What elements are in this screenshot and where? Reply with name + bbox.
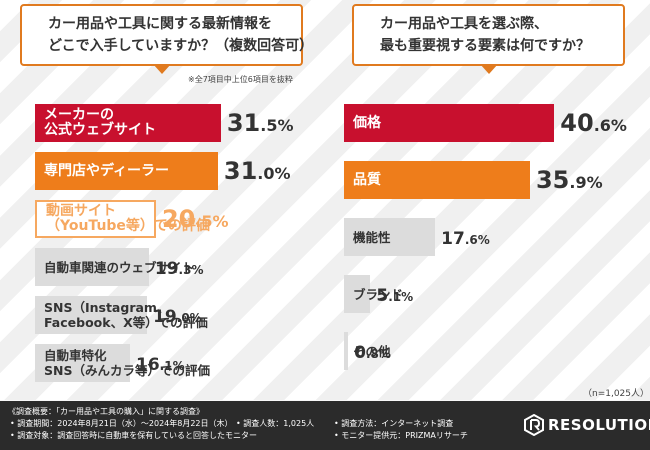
excerpt-note: ※全7項目中上位6項目を抜粋	[188, 75, 293, 84]
right-question-line-1: カー用品や工具を選ぶ際、	[380, 16, 548, 32]
value-decimal: .1%	[159, 359, 185, 373]
value-integer: 0	[354, 343, 366, 363]
left-question-line-1: カー用品や工具に関する最新情報を	[48, 16, 272, 32]
bar-label-line: 公式ウェブサイト	[44, 122, 156, 138]
bar-label-line: 動画サイト	[46, 203, 116, 219]
value-label: 19.0%	[153, 307, 202, 327]
bar-label-line: メーカーの	[44, 107, 114, 123]
brand-name: RESOLUTION	[548, 416, 650, 434]
value-integer: 16	[135, 355, 160, 375]
bar-label-line: 専門店やディーラー	[44, 162, 170, 179]
bar-label: 機能性	[353, 218, 391, 256]
value-label: 5.1%	[376, 286, 413, 306]
bar-label-line: その他	[353, 343, 391, 359]
value-label: 17.6%	[441, 229, 490, 249]
bar-1: 価格	[344, 104, 555, 142]
value-label: 31.0%	[224, 157, 291, 185]
bar-label-line: SNS（Instagram、	[44, 300, 170, 315]
survey-method: • 調査方法：インターネット調査	[334, 419, 454, 428]
bar-2: 専門店やディーラー	[35, 152, 218, 190]
bar-label-line: 自動車関連のウェブサイト	[44, 259, 195, 275]
value-label: 19.3%	[155, 259, 204, 279]
value-label: 20.5%	[162, 205, 229, 233]
value-label: 35.9%	[536, 166, 603, 194]
bar-label-line: （YouTube等）での評価	[46, 218, 210, 234]
bar-label: 動画サイト （YouTube等）での評価	[46, 202, 210, 236]
value-decimal: .3%	[178, 263, 204, 277]
bar-label-line: Facebook、X等）での評価	[44, 315, 208, 330]
value-decimal: .1%	[388, 290, 414, 304]
bar-4: ブランド	[344, 275, 403, 313]
survey-period: • 調査期間：2024年8月21日（水）～2024年8月22日（木）	[10, 419, 233, 428]
bar-2: 品質	[344, 161, 530, 199]
value-label: 31.5%	[227, 109, 294, 137]
left-question-line-2: どこで入手していますか？（複数回答可）	[48, 38, 314, 54]
value-decimal: .8%	[365, 347, 391, 361]
value-decimal: .6%	[464, 233, 490, 247]
value-integer: 17	[441, 229, 465, 249]
bar-label: 自動車関連のウェブサイト	[44, 248, 194, 286]
value-integer: 31	[226, 109, 261, 137]
value-decimal: .0%	[176, 311, 202, 325]
bar-5: その他	[344, 332, 391, 370]
bar-label-line: ブランド	[353, 286, 404, 302]
right-question-line-2: 最も重要視する要素は何ですか？	[380, 38, 590, 54]
bar-label-line: 機能性	[353, 229, 391, 245]
value-integer: 19	[154, 259, 179, 279]
bar-5: SNS（Instagram、 Facebook、X等）での評価	[35, 296, 208, 334]
bar-label-line: 価格	[353, 114, 381, 131]
bar-label-line: 自動車特化	[44, 348, 107, 363]
value-label: 40.6%	[560, 109, 627, 137]
bar-label: 品質	[353, 161, 381, 199]
bar-label-line: SNS（みんカラ等）での評価	[44, 363, 210, 378]
bar-3: 動画サイト （YouTube等）での評価	[35, 200, 210, 238]
bar-3: 機能性	[344, 218, 436, 256]
value-label: 16.1%	[136, 355, 185, 375]
bar-label: その他	[353, 332, 391, 370]
bar-label: 自動車特化 SNS（みんカラ等）での評価	[44, 344, 210, 382]
value-integer: 31	[223, 157, 258, 185]
bar-label-line: 品質	[353, 171, 381, 188]
bar-4: 自動車関連のウェブサイト	[35, 248, 194, 286]
value-decimal: .6%	[593, 116, 627, 135]
survey-provider: • モニター提供元：PRIZMAリサーチ	[334, 431, 468, 440]
survey-summary-title: 《調査概要：「カー用品や工具の購入」に関する調査》	[8, 407, 204, 416]
value-decimal: .0%	[257, 164, 291, 183]
value-integer: 40	[560, 109, 594, 137]
bar-label: SNS（Instagram、 Facebook、X等）での評価	[44, 296, 208, 334]
bar-1: メーカーの 公式ウェブサイト	[35, 104, 221, 142]
bar-label: 専門店やディーラー	[44, 152, 169, 190]
resolution-logo: RESOLUTION	[524, 412, 650, 438]
bar-label: ブランド	[353, 275, 403, 313]
survey-footer: 《調査概要：「カー用品や工具の購入」に関する調査》 • 調査期間：2024年8月…	[0, 401, 650, 450]
survey-target: • 調査対象：調査回答時に自動車を保有していると回答したモニター	[10, 431, 258, 440]
value-integer: 19	[153, 307, 177, 327]
bar-6: 自動車特化 SNS（みんカラ等）での評価	[35, 344, 210, 382]
value-decimal: .5%	[195, 212, 229, 231]
resolution-logo-icon	[524, 414, 544, 436]
value-decimal: .5%	[260, 116, 294, 135]
left-question-box: カー用品や工具に関する最新情報を どこで入手していますか？（複数回答可）	[20, 4, 314, 74]
value-label: 0.8%	[354, 343, 391, 363]
bar-label: 価格	[353, 104, 381, 142]
value-integer: 20	[161, 205, 196, 233]
right-question-box: カー用品や工具を選ぶ際、 最も重要視する要素は何ですか？	[352, 4, 625, 74]
respondent-count: （n=1,025人）	[583, 389, 650, 399]
value-decimal: .9%	[569, 173, 603, 192]
value-integer: 35	[535, 166, 570, 194]
bar-label: メーカーの 公式ウェブサイト	[44, 104, 156, 142]
value-integer: 5	[376, 286, 389, 306]
survey-count: • 調査人数：1,025人	[236, 419, 315, 428]
